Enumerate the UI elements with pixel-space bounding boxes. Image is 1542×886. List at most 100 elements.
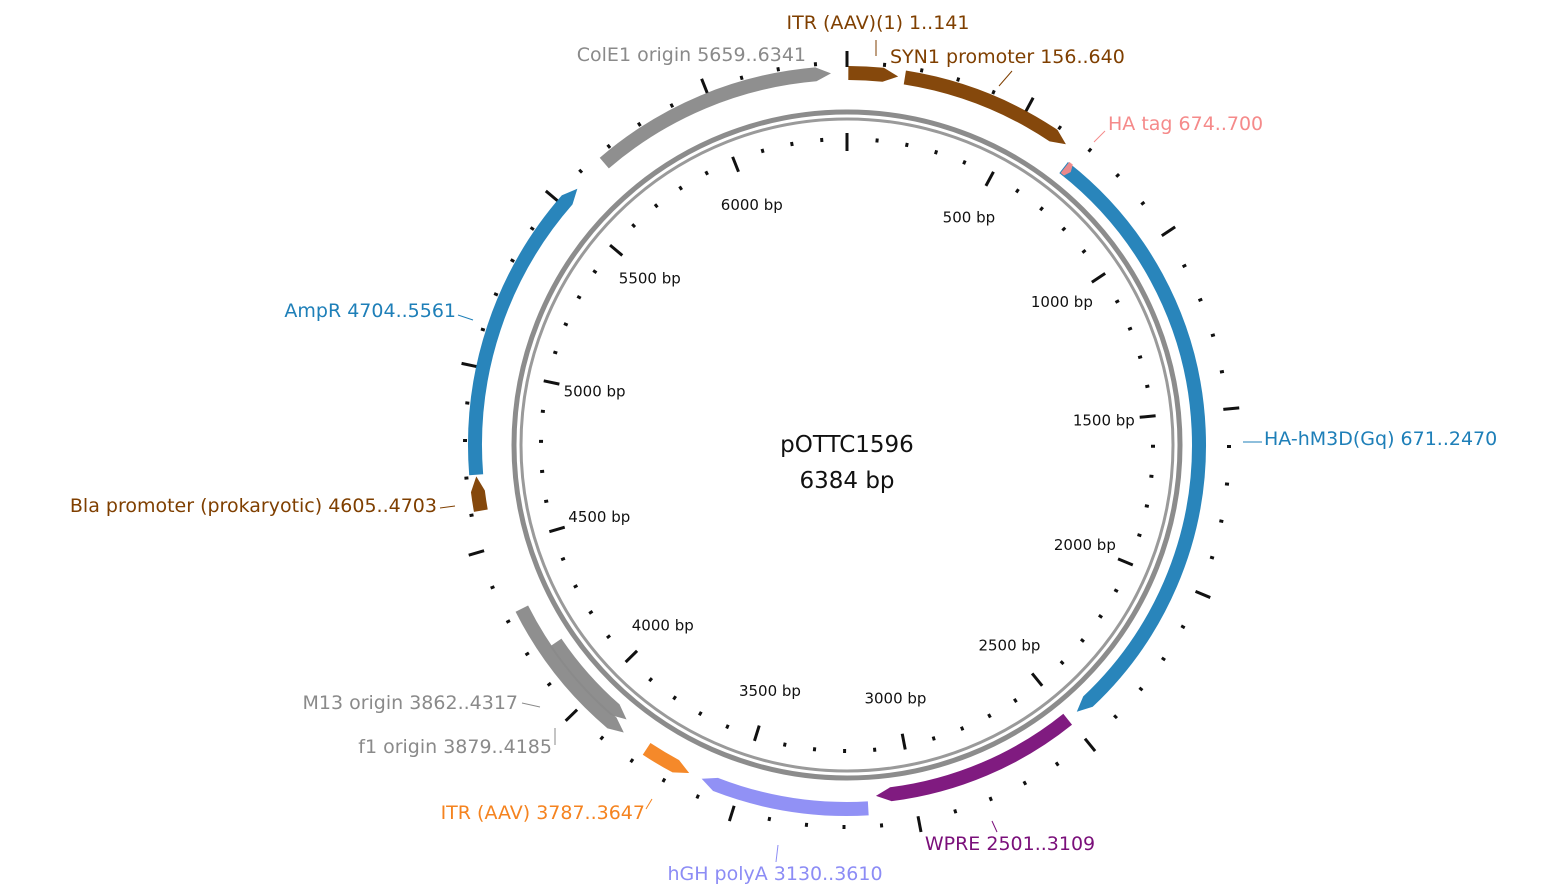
outer-minor-tick [776, 67, 781, 72]
inner-minor-tick [1013, 698, 1018, 704]
inner-minor-tick [1114, 299, 1120, 304]
inner-minor-tick [698, 711, 703, 717]
leader-line-wpre [991, 820, 998, 833]
outer-minor-tick [599, 735, 605, 741]
inner-major-tick [753, 725, 761, 742]
outer-minor-tick [956, 77, 961, 82]
leader-line-bla-promoter [439, 505, 456, 509]
inner-minor-tick [904, 142, 909, 148]
inner-minor-tick [573, 584, 579, 589]
inner-major-tick [609, 243, 624, 257]
outer-minor-tick [1087, 147, 1093, 153]
outer-minor-tick [606, 143, 612, 149]
outer-major-tick [544, 189, 560, 203]
inner-minor-tick [1098, 614, 1104, 619]
outer-minor-tick [524, 651, 530, 657]
inner-minor-tick [934, 149, 939, 155]
leader-layer [439, 40, 1262, 863]
tick-label: 2000 bp [1054, 536, 1116, 554]
inner-minor-tick [631, 223, 637, 229]
inner-minor-tick [1145, 384, 1150, 389]
feature-label-itr-aav-1[interactable]: ITR (AAV)(1) 1..141 [787, 12, 970, 34]
inner-minor-tick [563, 322, 569, 327]
feature-label-cole1-origin[interactable]: ColE1 origin 5659..6341 [577, 44, 806, 66]
inner-major-tick [548, 525, 566, 534]
feature-arc-itr-aav-1 [848, 65, 899, 82]
outer-minor-tick [953, 808, 958, 814]
outer-major-tick [1083, 737, 1097, 753]
feature-label-ha-tag[interactable]: HA tag 674..700 [1108, 113, 1263, 135]
outer-minor-tick [1113, 714, 1118, 720]
inner-minor-tick [704, 170, 709, 176]
leader-line-hgh-polya [775, 844, 779, 863]
outer-minor-tick [629, 758, 635, 764]
plasmid-name: pOTTC1596 [780, 432, 914, 458]
outer-minor-tick [578, 168, 584, 174]
outer-minor-tick [1197, 297, 1203, 303]
inner-minor-tick [543, 499, 549, 504]
inner-minor-tick [576, 294, 582, 300]
feature-label-ha-hm3d-gq[interactable]: HA-hM3D(Gq) 671..2470 [1264, 428, 1497, 450]
outer-minor-tick [988, 796, 993, 802]
tick-label: 4500 bp [568, 508, 630, 526]
inner-minor-tick [560, 556, 566, 562]
outer-minor-tick [1140, 200, 1146, 206]
inner-minor-tick [1127, 326, 1133, 331]
tick-label: 3000 bp [864, 689, 926, 707]
inner-minor-tick [931, 736, 936, 741]
outer-minor-tick [1219, 519, 1224, 524]
inner-minor-tick [725, 724, 730, 730]
feature-label-f1-origin[interactable]: f1 origin 3879..4185 [358, 736, 552, 758]
outer-major-tick [916, 815, 923, 833]
outer-major-tick [1223, 406, 1240, 411]
feature-label-hgh-polya[interactable]: hGH polyA 3130..3610 [667, 863, 882, 885]
outer-minor-tick [546, 681, 552, 687]
inner-minor-tick [1039, 206, 1044, 212]
feature-label-m13-origin[interactable]: M13 origin 3862..4317 [302, 692, 518, 714]
outer-minor-tick [1138, 686, 1144, 692]
tick-label: 6000 bp [721, 196, 783, 214]
inner-minor-tick [588, 610, 594, 615]
inner-minor-tick [1113, 588, 1119, 593]
outer-minor-tick [1181, 263, 1187, 269]
outer-major-tick [1024, 97, 1035, 113]
outer-major-tick [564, 708, 579, 722]
inner-minor-tick [1137, 355, 1143, 360]
tick-label: 4000 bp [632, 617, 694, 635]
outer-minor-tick [1219, 369, 1225, 374]
plasmid-length: 6384 bp [799, 468, 894, 494]
inner-major-tick [1139, 414, 1156, 419]
outer-minor-tick [510, 258, 515, 263]
leader-line-ampr [457, 314, 474, 321]
inner-minor-tick [1144, 504, 1150, 508]
outer-major-tick [1160, 225, 1176, 238]
feature-label-ampr[interactable]: AmpR 4704..5561 [284, 300, 456, 322]
feature-label-bla-promoter[interactable]: Bla promoter (prokaryotic) 4605..4703 [70, 495, 437, 517]
feature-arc-cole1-origin [599, 67, 831, 169]
inner-major-tick [624, 649, 639, 664]
outer-minor-tick [1209, 555, 1215, 560]
outer-minor-tick [1022, 780, 1028, 786]
feature-arc-ampr [468, 188, 578, 476]
feature-label-syn1-promoter[interactable]: SYN1 promoter 156..640 [890, 46, 1125, 68]
inner-minor-tick [987, 713, 992, 719]
outer-minor-tick [1054, 761, 1060, 767]
inner-minor-tick [782, 742, 787, 747]
feature-label-itr-aav-2[interactable]: ITR (AAV) 3787..3647 [441, 802, 645, 824]
outer-minor-tick [1180, 624, 1186, 630]
feature-arc-wpre [875, 713, 1073, 802]
feature-arc-bla-promoter [470, 476, 488, 512]
outer-major-tick [727, 805, 736, 822]
outer-minor-tick [695, 794, 700, 800]
feature-label-wpre[interactable]: WPRE 2501..3109 [925, 833, 1095, 855]
inner-minor-tick [606, 634, 612, 640]
inner-minor-tick [790, 141, 794, 147]
inner-minor-tick [552, 350, 558, 355]
feature-arc-ha-hm3d-gq [1059, 162, 1207, 712]
feature-arc-hgh-polya [701, 777, 869, 816]
inner-minor-tick [1079, 638, 1085, 643]
tick-label: 5500 bp [619, 270, 681, 288]
outer-major-tick [1194, 589, 1211, 599]
outer-minor-tick [493, 292, 499, 297]
feature-arc-ha-tag [1060, 161, 1073, 176]
